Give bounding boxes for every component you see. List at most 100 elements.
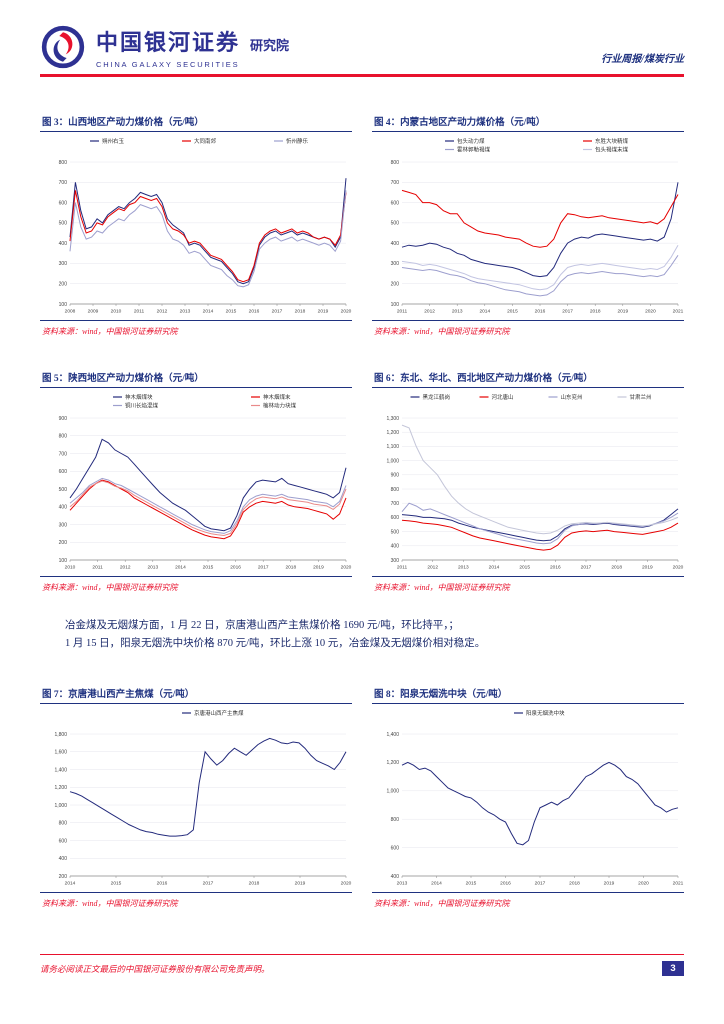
svg-text:2013: 2013 <box>458 564 469 570</box>
svg-text:大同南郊: 大同南郊 <box>194 137 217 145</box>
svg-text:山东兖州: 山东兖州 <box>561 393 583 401</box>
svg-text:1,100: 1,100 <box>386 444 399 450</box>
svg-text:600: 600 <box>391 515 400 521</box>
svg-text:2021: 2021 <box>673 881 684 887</box>
series-line-榆林动力块煤 <box>69 479 347 536</box>
svg-text:2013: 2013 <box>452 308 463 314</box>
brand-text: 中国银河证券 研究院 CHINA GALAXY SECURITIES <box>96 25 289 69</box>
svg-text:2019: 2019 <box>604 881 615 887</box>
figure-title: 图 6：东北、华北、西北地区产动力煤价格（元/吨） <box>372 367 684 388</box>
series-line-忻州静乐 <box>69 189 347 287</box>
report-header: 中国银河证券 研究院 CHINA GALAXY SECURITIES 行业周报/… <box>0 0 724 74</box>
svg-text:2014: 2014 <box>203 308 214 314</box>
svg-text:2014: 2014 <box>431 881 442 887</box>
svg-text:2016: 2016 <box>249 308 260 314</box>
svg-text:2019: 2019 <box>295 881 306 887</box>
svg-text:800: 800 <box>391 817 400 823</box>
svg-text:2017: 2017 <box>258 564 269 570</box>
svg-text:200: 200 <box>59 540 68 546</box>
line-chart-svg: 300 400 500 600 700 800 900 1,000 1,100 1,200 1,30… <box>386 393 683 571</box>
svg-text:2010: 2010 <box>111 308 122 314</box>
svg-text:600: 600 <box>391 200 400 206</box>
svg-text:神木烟煤末: 神木烟煤末 <box>263 393 291 401</box>
chart-row-2: 图 5：陕西地区产动力煤价格（元/吨） 100 200 300 400 500 600 700… <box>40 367 684 593</box>
svg-text:600: 600 <box>59 469 68 475</box>
svg-text:600: 600 <box>391 846 400 852</box>
svg-text:1,600: 1,600 <box>54 750 67 756</box>
svg-text:400: 400 <box>59 504 68 510</box>
svg-text:2012: 2012 <box>427 564 438 570</box>
page-number-badge: 3 <box>662 961 684 976</box>
svg-text:500: 500 <box>59 486 68 492</box>
series-line-东胜大块精煤 <box>401 189 679 248</box>
line-chart-svg: 200 400 600 800 1,000 1,200 1,400 1,600 1,800 201… <box>54 709 352 887</box>
figure-chart: 400 600 800 1,000 1,200 1,400 2013 2014 2015 2016… <box>372 704 684 894</box>
line-chart-svg: 400 600 800 1,000 1,200 1,400 2013 2014 2015 2016… <box>386 709 684 887</box>
svg-text:300: 300 <box>391 261 400 267</box>
svg-text:400: 400 <box>59 240 68 246</box>
svg-text:2018: 2018 <box>590 308 601 314</box>
line-chart-svg: 100 200 300 400 500 600 700 800 900 2010 2011 2012 2… <box>59 393 352 571</box>
chart-row-1: 图 3：山西地区产动力煤价格（元/吨） 100 200 300 400 500 600 700… <box>40 111 684 337</box>
svg-text:2020: 2020 <box>638 881 649 887</box>
svg-text:2016: 2016 <box>157 881 168 887</box>
svg-text:2015: 2015 <box>507 308 518 314</box>
svg-text:2010: 2010 <box>65 564 76 570</box>
svg-text:2012: 2012 <box>157 308 168 314</box>
svg-text:2019: 2019 <box>313 564 324 570</box>
svg-text:甘肃兰州: 甘肃兰州 <box>630 393 652 401</box>
body-text-line-1: 冶金煤及无烟煤方面，1 月 22 日，京唐港山西产主焦煤价格 1690 元/吨，… <box>65 619 460 631</box>
svg-text:200: 200 <box>391 281 400 287</box>
series-line-黑龙江鹤岗 <box>401 508 679 541</box>
figure-fig3: 图 3：山西地区产动力煤价格（元/吨） 100 200 300 400 500 600 700… <box>40 111 352 337</box>
report-body: 图 3：山西地区产动力煤价格（元/吨） 100 200 300 400 500 600 700… <box>0 111 724 910</box>
series-line-大同南郊 <box>69 189 347 282</box>
series-line-河北唐山 <box>401 519 679 551</box>
series-line-神木烟煤块 <box>69 438 347 531</box>
svg-text:1,400: 1,400 <box>54 768 67 774</box>
svg-text:300: 300 <box>59 522 68 528</box>
figure-fig6: 图 6：东北、华北、西北地区产动力煤价格（元/吨） 300 400 500 600 700… <box>372 367 684 593</box>
figure-source: 资料来源：wind，中国银河证券研究院 <box>374 899 510 909</box>
svg-text:2018: 2018 <box>249 881 260 887</box>
svg-text:包头褐煤末煤: 包头褐煤末煤 <box>595 145 629 153</box>
svg-text:2013: 2013 <box>180 308 191 314</box>
svg-text:400: 400 <box>391 874 400 880</box>
svg-text:1,000: 1,000 <box>386 789 399 795</box>
svg-text:2014: 2014 <box>489 564 500 570</box>
svg-text:2020: 2020 <box>645 308 656 314</box>
svg-text:霍林郭勒褐煤: 霍林郭勒褐煤 <box>457 145 491 153</box>
figure-source: 资料来源：wind，中国银河证券研究院 <box>42 326 178 336</box>
svg-text:2015: 2015 <box>226 308 237 314</box>
svg-text:400: 400 <box>391 543 400 549</box>
svg-text:神木烟煤块: 神木烟煤块 <box>125 393 153 401</box>
svg-text:铜川长焰混煤: 铜川长焰混煤 <box>125 401 159 409</box>
svg-text:800: 800 <box>391 486 400 492</box>
svg-text:1,300: 1,300 <box>386 415 399 421</box>
svg-text:2011: 2011 <box>92 564 103 570</box>
figure-chart: 100 200 300 400 500 600 700 800 900 2010 2011 2012 2… <box>40 388 352 577</box>
svg-text:1,200: 1,200 <box>54 785 67 791</box>
figure-fig7: 图 7：京唐港山西产主焦煤（元/吨） 200 400 600 800 1,000 1,200… <box>40 683 352 909</box>
figure-source: 资料来源：wind，中国银河证券研究院 <box>374 326 510 336</box>
series-line-山东兖州 <box>401 502 679 544</box>
svg-text:2019: 2019 <box>318 308 329 314</box>
svg-text:黑龙江鹤岗: 黑龙江鹤岗 <box>423 393 451 401</box>
svg-text:2021: 2021 <box>673 308 684 314</box>
svg-text:1,200: 1,200 <box>386 760 399 766</box>
series-line-甘肃兰州 <box>401 424 679 534</box>
svg-text:800: 800 <box>59 433 68 439</box>
svg-text:2020: 2020 <box>341 881 352 887</box>
figure-title: 图 5：陕西地区产动力煤价格（元/吨） <box>40 367 352 388</box>
svg-text:900: 900 <box>59 415 68 421</box>
svg-text:2014: 2014 <box>479 308 490 314</box>
svg-text:2017: 2017 <box>535 881 546 887</box>
footer-divider <box>40 953 684 955</box>
svg-text:2017: 2017 <box>562 308 573 314</box>
svg-text:阳泉无烟洗中块: 阳泉无烟洗中块 <box>526 709 565 717</box>
figure-chart: 100 200 300 400 500 600 700 800 2008 2009 2010 2011… <box>40 132 352 321</box>
figure-source: 资料来源：wind，中国银河证券研究院 <box>42 582 178 592</box>
series-line-铜川长焰混煤 <box>69 477 347 534</box>
svg-text:2014: 2014 <box>65 881 76 887</box>
header-divider <box>40 74 684 77</box>
